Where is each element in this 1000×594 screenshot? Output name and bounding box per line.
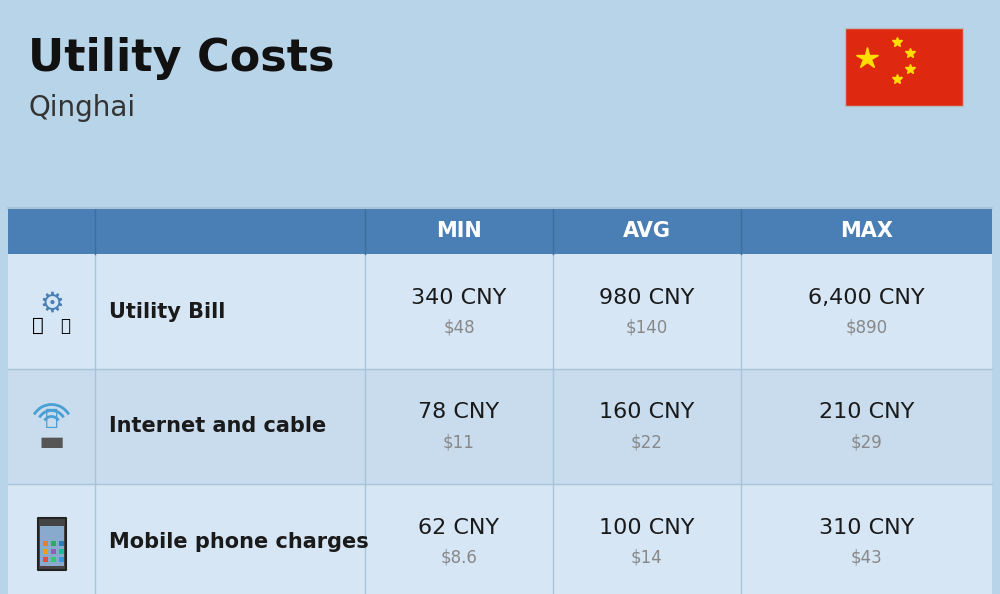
Bar xyxy=(58,548,64,554)
Bar xyxy=(845,28,963,106)
Bar xyxy=(58,557,64,561)
Text: MIN: MIN xyxy=(436,221,482,241)
Text: Qinghai: Qinghai xyxy=(28,94,135,122)
Text: ▬: ▬ xyxy=(38,428,65,457)
Text: Mobile phone charges: Mobile phone charges xyxy=(109,532,369,551)
Text: 62 CNY: 62 CNY xyxy=(418,517,500,538)
Text: $48: $48 xyxy=(443,318,475,336)
Text: MAX: MAX xyxy=(840,221,893,241)
Bar xyxy=(42,541,48,545)
Text: 310 CNY: 310 CNY xyxy=(819,517,914,538)
Text: $29: $29 xyxy=(851,434,882,451)
Bar xyxy=(8,484,992,594)
Text: $140: $140 xyxy=(626,318,668,336)
Text: $14: $14 xyxy=(631,548,663,567)
Bar xyxy=(8,208,992,254)
Bar xyxy=(50,557,56,561)
Text: Utility Bill: Utility Bill xyxy=(109,302,225,321)
Bar xyxy=(58,541,64,545)
Text: ⚙: ⚙ xyxy=(39,289,64,318)
Text: 78 CNY: 78 CNY xyxy=(418,403,500,422)
Text: 💧: 💧 xyxy=(60,317,70,334)
Text: $22: $22 xyxy=(631,434,663,451)
Text: $11: $11 xyxy=(443,434,475,451)
Text: 980 CNY: 980 CNY xyxy=(599,287,695,308)
Bar xyxy=(8,254,992,369)
Text: 210 CNY: 210 CNY xyxy=(819,403,914,422)
Text: AVG: AVG xyxy=(623,221,671,241)
Text: 340 CNY: 340 CNY xyxy=(411,287,507,308)
Bar xyxy=(50,548,56,554)
Bar xyxy=(8,369,992,484)
Bar xyxy=(20,406,79,447)
Text: Internet and cable: Internet and cable xyxy=(109,416,326,437)
Text: 🔌: 🔌 xyxy=(32,316,43,335)
Text: $890: $890 xyxy=(845,318,888,336)
Bar xyxy=(38,517,66,570)
Text: 160 CNY: 160 CNY xyxy=(599,403,695,422)
Bar xyxy=(20,520,79,563)
Text: 〰: 〰 xyxy=(45,409,58,428)
Bar xyxy=(42,548,48,554)
Text: 100 CNY: 100 CNY xyxy=(599,517,695,538)
Text: $43: $43 xyxy=(851,548,882,567)
Bar xyxy=(50,541,56,545)
Bar xyxy=(20,290,79,333)
Bar xyxy=(40,526,64,565)
Text: $8.6: $8.6 xyxy=(441,548,477,567)
Text: Utility Costs: Utility Costs xyxy=(28,36,334,80)
Bar xyxy=(42,557,48,561)
Text: 6,400 CNY: 6,400 CNY xyxy=(808,287,925,308)
